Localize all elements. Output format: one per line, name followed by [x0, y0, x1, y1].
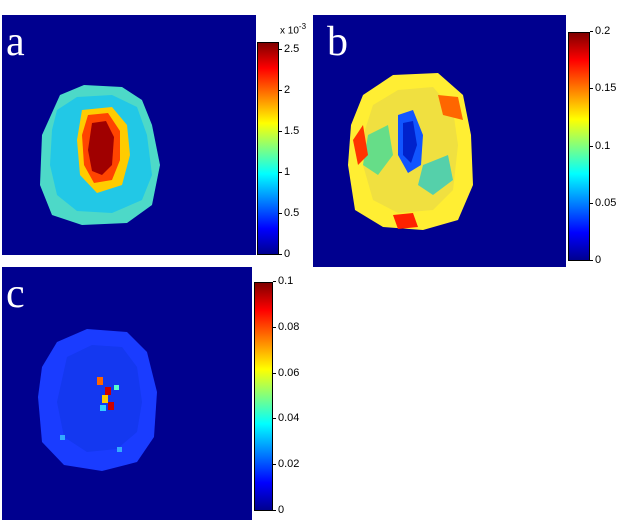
colorbar-c-tick-label: 0 [272, 504, 285, 516]
panel-label-a: a [6, 19, 25, 65]
colorbar-b-tick-label: 0.05 [589, 196, 617, 209]
colorbar-a-exponent-base: x 10 [280, 25, 299, 37]
colorbar-c [254, 282, 273, 511]
panel-label-b: b [327, 19, 348, 65]
colorbar-c-tick-label: 0.1 [272, 275, 294, 287]
colorbar-a-tick-label: 2.5 [278, 43, 300, 56]
colorbar-a-exponent: x 10-3 [280, 22, 306, 36]
heatmap-c: c [2, 267, 252, 520]
colorbar-c-tick-label: 0.06 [272, 366, 300, 379]
colorbar-b-tick-label: 0 [589, 254, 602, 266]
heatmap-b-graphic [348, 73, 473, 230]
heatmap-b: b [313, 15, 566, 267]
colorbar-c-tick-label: 0.04 [272, 412, 300, 425]
colorbar-a-tick-label: 2 [278, 84, 291, 97]
colorbar-b-tick-label: 0.2 [589, 25, 611, 37]
colorbar-a-exponent-power: -3 [298, 22, 307, 31]
heatmap-c-graphic [38, 329, 157, 471]
heatmap-a: a [2, 15, 256, 255]
heatmap-a-graphic [40, 85, 160, 225]
colorbar-a-tick-label: 0.5 [278, 207, 300, 220]
colorbar-b-tick-label: 0.15 [589, 82, 617, 95]
colorbar-b-tick-label: 0.1 [589, 139, 611, 152]
colorbar-c-tick-label: 0.08 [272, 320, 300, 333]
colorbar-a [257, 42, 279, 255]
colorbar-b [568, 32, 590, 261]
colorbar-a-tick-label: 1.5 [278, 125, 300, 138]
colorbar-a-tick-label: 0 [278, 248, 291, 260]
panel-label-c: c [6, 271, 25, 317]
colorbar-c-tick-label: 0.02 [272, 458, 300, 471]
colorbar-a-tick-label: 1 [278, 166, 291, 179]
